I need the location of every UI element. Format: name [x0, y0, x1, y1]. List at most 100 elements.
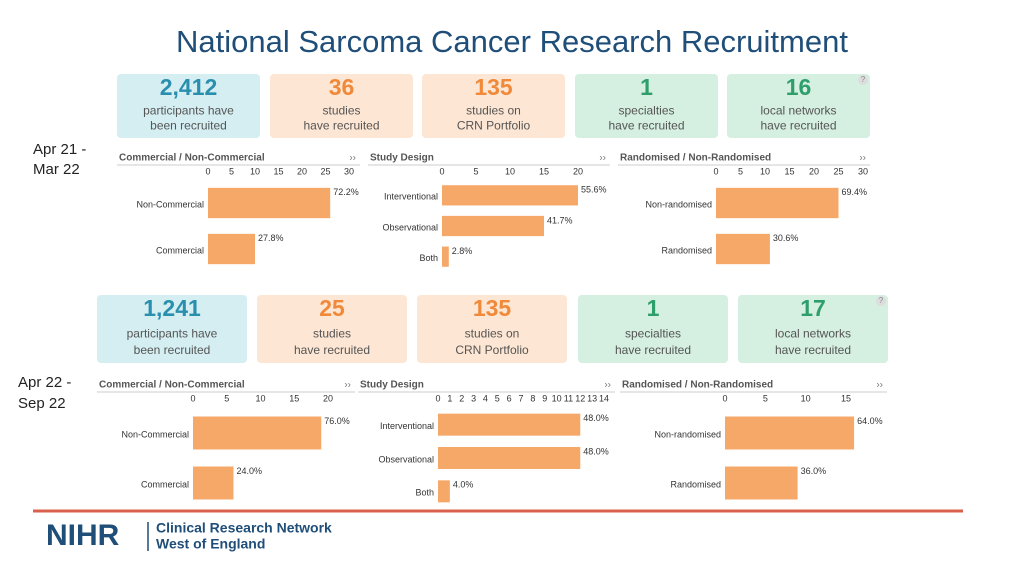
x-tick-label: 25	[320, 166, 330, 176]
bar	[442, 215, 544, 237]
x-tick-label: 12	[575, 393, 585, 403]
share-label: 24.0%	[237, 466, 263, 476]
x-tick-label: 20	[573, 166, 583, 176]
x-tick-label: 5	[229, 166, 234, 176]
help-icon-glyph: ?	[861, 75, 866, 84]
x-tick-label: 0	[713, 166, 718, 176]
help-icon	[858, 75, 868, 85]
share-label: 76.0%	[324, 416, 350, 426]
stat-caption: local networks	[775, 327, 851, 341]
chart-title: Study Design	[360, 380, 424, 391]
stat-caption: have recruited	[615, 343, 691, 357]
stat-caption: been recruited	[134, 343, 211, 357]
bar	[193, 416, 322, 450]
stat-card	[578, 295, 728, 363]
x-tick-label: 0	[190, 393, 195, 403]
x-tick-label: 10	[250, 166, 260, 176]
chart-title: Commercial / Non-Commercial	[119, 153, 265, 164]
share-label: 41.7%	[547, 215, 573, 225]
stat-caption: CRN Portfolio	[457, 119, 531, 133]
stat-caption: have recruited	[775, 343, 851, 357]
period-label: Mar 22	[33, 161, 80, 178]
category-label: Non-Commercial	[136, 199, 204, 209]
bar	[716, 233, 770, 265]
bar	[438, 413, 581, 436]
x-tick-label: 10	[760, 166, 770, 176]
x-tick-label: 11	[564, 393, 573, 403]
bar	[208, 233, 255, 265]
chart-title: Study Design	[370, 153, 434, 164]
stat-caption: have recruited	[294, 343, 370, 357]
stat-caption: been recruited	[150, 119, 227, 133]
x-tick-label: 1	[447, 393, 452, 403]
expand-icon: ››	[604, 380, 611, 391]
chart-title: Randomised / Non-Randomised	[620, 153, 771, 164]
category-label: Non-randomised	[654, 429, 721, 439]
bar	[438, 447, 581, 469]
stat-caption: local networks	[760, 103, 836, 117]
x-tick-label: 8	[530, 393, 535, 403]
x-tick-label: 9	[542, 393, 547, 403]
x-tick-label: 10	[255, 393, 265, 403]
stat-caption: studies	[313, 327, 351, 341]
x-tick-label: 14	[599, 393, 609, 403]
chart-title: Commercial / Non-Commercial	[99, 380, 245, 391]
share-label: 27.8%	[258, 233, 284, 243]
x-tick-label: 13	[587, 393, 597, 403]
stat-caption: participants have	[143, 103, 234, 117]
stat-card	[727, 74, 870, 138]
stat-caption: CRN Portfolio	[455, 343, 529, 357]
x-tick-label: 15	[539, 166, 549, 176]
x-tick-label: 10	[801, 393, 811, 403]
logo-line: West of England	[156, 536, 265, 552]
stat-number: 36	[329, 74, 355, 100]
stat-card	[257, 295, 407, 363]
bar	[442, 185, 578, 206]
share-label: 48.0%	[583, 413, 609, 423]
expand-icon: ››	[344, 380, 351, 391]
stat-card	[270, 74, 413, 138]
expand-icon: ››	[876, 380, 883, 391]
x-tick-label: 0	[435, 393, 440, 403]
x-tick-label: 5	[473, 166, 478, 176]
x-tick-label: 0	[205, 166, 210, 176]
x-tick-label: 20	[297, 166, 307, 176]
category-label: Non-Commercial	[121, 429, 189, 439]
share-label: 69.4%	[842, 187, 868, 197]
x-tick-label: 3	[471, 393, 476, 403]
stat-card	[422, 74, 565, 138]
x-tick-label: 20	[809, 166, 819, 176]
share-label: 48.0%	[583, 446, 609, 456]
x-tick-label: 15	[273, 166, 283, 176]
share-label: 4.0%	[453, 480, 474, 490]
stat-number: 17	[800, 295, 826, 321]
stat-number: 135	[474, 74, 513, 100]
stat-card	[738, 295, 888, 363]
x-tick-label: 5	[495, 393, 500, 403]
x-tick-label: 25	[833, 166, 843, 176]
expand-icon: ››	[349, 153, 356, 164]
bar	[208, 187, 331, 219]
bar	[725, 416, 855, 450]
stat-caption: have recruited	[303, 119, 379, 133]
category-label: Interventional	[380, 421, 434, 431]
stat-card	[97, 295, 247, 363]
category-label: Randomised	[661, 245, 712, 255]
x-tick-label: 15	[784, 166, 794, 176]
x-tick-label: 0	[722, 393, 727, 403]
category-label: Both	[419, 253, 438, 263]
category-label: Both	[415, 488, 434, 498]
category-label: Randomised	[670, 479, 721, 489]
x-tick-label: 10	[552, 393, 562, 403]
category-label: Interventional	[384, 192, 438, 202]
share-label: 36.0%	[801, 466, 827, 476]
share-label: 55.6%	[581, 185, 607, 195]
stat-number: 1,241	[143, 295, 201, 321]
share-label: 72.2%	[333, 187, 359, 197]
share-label: 30.6%	[773, 233, 799, 243]
x-tick-label: 20	[323, 393, 333, 403]
stat-caption: studies on	[465, 327, 520, 341]
category-label: Observational	[382, 222, 438, 232]
stat-caption: studies on	[466, 103, 521, 117]
period-label: Apr 22 -	[18, 374, 71, 391]
